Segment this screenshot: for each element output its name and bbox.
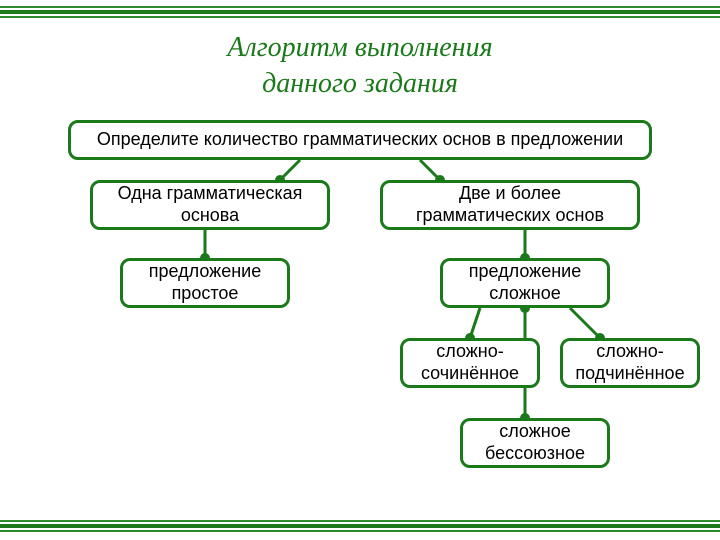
frame-top-3: [0, 16, 720, 18]
frame-top-1: [0, 6, 720, 8]
node-simple: предложениепростое: [120, 258, 290, 308]
title-line-1: Алгоритм выполнения: [0, 30, 720, 66]
frame-bottom-1: [0, 520, 720, 522]
node-many: Две и болееграмматических основ: [380, 180, 640, 230]
node-many-label: Две и болееграмматических основ: [416, 183, 604, 226]
node-subord: сложно-подчинённое: [560, 338, 700, 388]
slide-title: Алгоритм выполнения данного задания: [0, 30, 720, 102]
node-root: Определите количество грамматических осн…: [68, 120, 652, 160]
node-subord-label: сложно-подчинённое: [575, 341, 684, 384]
frame-bottom-3: [0, 530, 720, 532]
node-complex: предложениесложное: [440, 258, 610, 308]
node-simple-label: предложениепростое: [149, 261, 261, 304]
node-coord-label: сложно-сочинённое: [421, 341, 519, 384]
node-root-label: Определите количество грамматических осн…: [97, 129, 623, 151]
node-asynd: сложноебессоюзное: [460, 418, 610, 468]
node-one-label: Одна грамматическаяоснова: [118, 183, 303, 226]
node-complex-label: предложениесложное: [469, 261, 581, 304]
node-one: Одна грамматическаяоснова: [90, 180, 330, 230]
node-asynd-label: сложноебессоюзное: [485, 421, 585, 464]
node-coord: сложно-сочинённое: [400, 338, 540, 388]
frame-top-2: [0, 10, 720, 14]
frame-bottom-2: [0, 524, 720, 528]
title-line-2: данного задания: [0, 66, 720, 102]
